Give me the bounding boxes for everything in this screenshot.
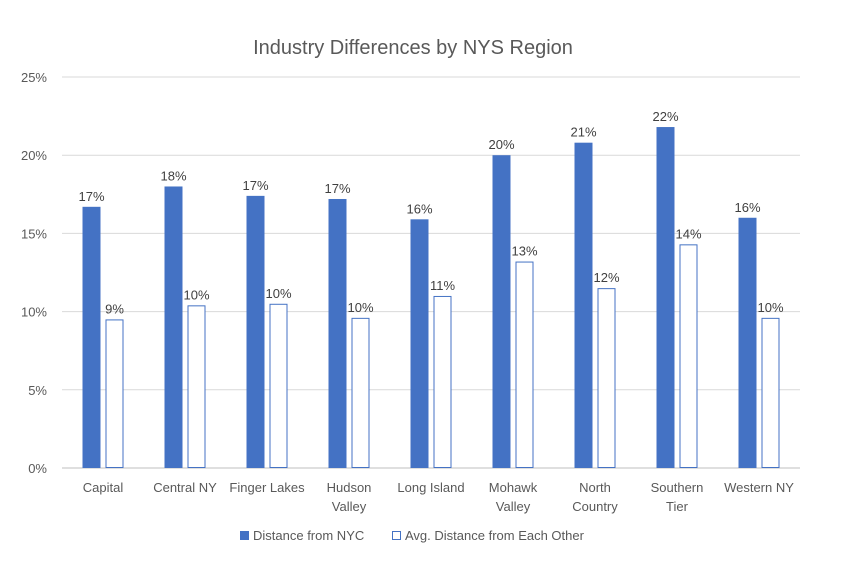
legend-swatch-nyc (240, 531, 249, 540)
x-tick-label: Finger Lakes (229, 480, 305, 495)
data-label: 17% (78, 189, 104, 204)
data-label: 21% (570, 125, 596, 140)
bar-nyc (82, 206, 101, 468)
bars: 17% 9% 18% 10% 17% 10% 17% 10% 16% 11% 20% 13% 21% 12… (78, 109, 784, 469)
data-label: 17% (242, 178, 268, 193)
data-label: 14% (675, 226, 701, 241)
bar-nyc (328, 198, 347, 468)
bar-each-other (351, 317, 370, 468)
legend-swatch-each-other (392, 531, 401, 540)
x-tick-label: Country (572, 499, 618, 514)
data-label: 22% (652, 109, 678, 124)
gridlines (62, 76, 800, 469)
bar-each-other (597, 288, 616, 469)
bar-each-other (515, 261, 534, 468)
y-tick-label: 5% (28, 383, 47, 398)
x-tick-label: North (579, 480, 611, 495)
data-label: 9% (105, 301, 124, 316)
x-tick-label: Capital (83, 480, 124, 495)
data-label: 17% (324, 181, 350, 196)
x-tick-label: Valley (496, 499, 531, 514)
y-tick-label: 25% (21, 70, 47, 85)
bar-nyc (492, 155, 511, 468)
data-label: 18% (160, 168, 186, 183)
x-tick-label: Western NY (724, 480, 794, 495)
bar-nyc (574, 142, 593, 469)
data-label: 11% (430, 278, 455, 293)
x-tick-label: Valley (332, 499, 367, 514)
y-tick-label: 20% (21, 148, 47, 163)
y-tick-label: 0% (28, 461, 47, 476)
bar-each-other (433, 295, 452, 468)
x-tick-label: Mohawk (489, 480, 538, 495)
data-label: 13% (511, 244, 537, 259)
x-tick-label: Tier (666, 499, 689, 514)
data-label: 16% (734, 200, 760, 215)
data-label: 12% (593, 270, 619, 285)
bar-nyc (410, 219, 429, 468)
bar-nyc (738, 217, 757, 468)
x-tick-label: Long Island (397, 480, 464, 495)
bar-nyc (246, 195, 265, 468)
data-label: 20% (488, 137, 514, 152)
bar-each-other (679, 244, 698, 468)
bar-nyc (164, 186, 183, 469)
bar-each-other (105, 319, 124, 469)
legend-label-nyc: Distance from NYC (253, 528, 364, 543)
data-label: 10% (757, 300, 783, 315)
y-tick-label: 10% (21, 305, 47, 320)
y-tick-label: 15% (21, 226, 47, 241)
data-label: 10% (183, 287, 209, 302)
data-label: 16% (406, 201, 432, 216)
bar-each-other (269, 303, 288, 468)
x-tick-label: Hudson (327, 480, 372, 495)
legend: Distance from NYC Avg. Distance from Each… (240, 528, 585, 543)
legend-label-each-other: Avg. Distance from Each Other (405, 528, 585, 543)
y-axis: 0% 5% 10% 15% 20% 25% (21, 70, 47, 476)
bar-each-other (761, 317, 780, 468)
chart-title: Industry Differences by NYS Region (253, 37, 573, 59)
x-tick-label: Central NY (153, 480, 217, 495)
data-label: 10% (347, 300, 373, 315)
data-label: 10% (265, 286, 291, 301)
x-axis: Capital Central NY Finger Lakes Hudson Valle… (83, 480, 794, 514)
x-tick-label: Southern (651, 480, 704, 495)
bar-nyc (656, 127, 675, 468)
bar-each-other (187, 305, 206, 468)
